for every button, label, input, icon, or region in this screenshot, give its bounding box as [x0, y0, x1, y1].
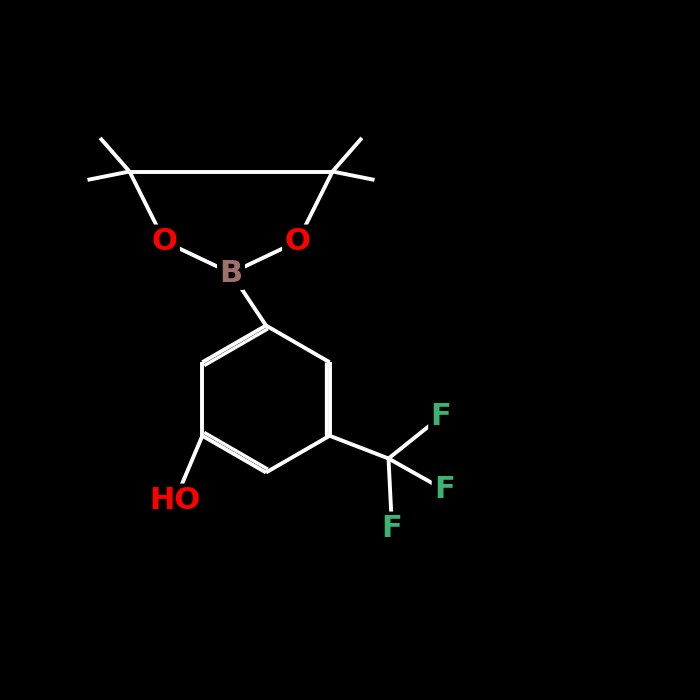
Text: O: O [152, 227, 177, 256]
Text: F: F [382, 514, 402, 543]
Text: B: B [219, 258, 243, 288]
Text: HO: HO [149, 486, 201, 515]
Text: F: F [434, 475, 455, 505]
Text: O: O [285, 227, 310, 256]
Text: F: F [430, 402, 452, 431]
